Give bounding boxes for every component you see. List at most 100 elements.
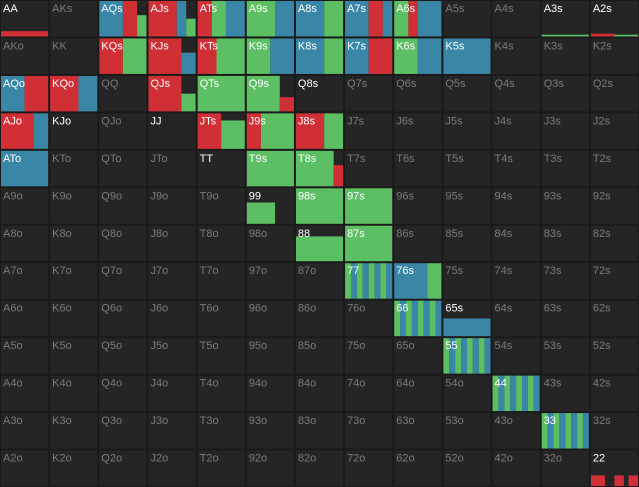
cell[interactable] <box>98 337 148 375</box>
cell[interactable] <box>147 299 197 338</box>
cell[interactable] <box>245 449 295 487</box>
cell[interactable] <box>491 37 541 75</box>
cell[interactable] <box>540 149 590 188</box>
cell[interactable] <box>540 337 590 375</box>
cell[interactable] <box>0 299 50 338</box>
cell[interactable] <box>442 224 492 263</box>
cell[interactable] <box>344 112 394 150</box>
cell[interactable] <box>49 112 99 150</box>
cell[interactable] <box>245 374 295 413</box>
cell[interactable] <box>442 374 492 413</box>
cell[interactable] <box>442 149 492 188</box>
cell[interactable] <box>196 187 246 225</box>
cell[interactable] <box>49 262 99 300</box>
cell[interactable] <box>0 337 50 375</box>
cell[interactable] <box>442 449 492 487</box>
cell[interactable] <box>442 262 492 300</box>
cell[interactable] <box>589 374 639 413</box>
cell[interactable] <box>196 299 246 338</box>
cell[interactable] <box>393 74 443 113</box>
cell[interactable] <box>245 412 295 450</box>
cell[interactable] <box>49 299 99 338</box>
cell[interactable] <box>0 187 50 225</box>
cell[interactable] <box>98 74 148 113</box>
cell[interactable] <box>393 412 443 450</box>
cell[interactable] <box>0 449 50 487</box>
cell[interactable] <box>442 74 492 113</box>
cell[interactable] <box>344 149 394 188</box>
cell[interactable] <box>294 299 345 338</box>
cell[interactable] <box>344 412 394 450</box>
cell[interactable] <box>147 149 197 188</box>
cell[interactable] <box>393 149 443 188</box>
cell[interactable] <box>540 299 590 338</box>
cell[interactable] <box>393 337 443 375</box>
cell[interactable] <box>245 262 295 300</box>
cell[interactable] <box>589 187 639 225</box>
cell[interactable] <box>0 37 50 75</box>
cell[interactable] <box>393 187 443 225</box>
cell[interactable] <box>540 0 590 38</box>
cell[interactable] <box>49 412 99 450</box>
cell[interactable] <box>491 187 541 225</box>
cell[interactable] <box>196 337 246 375</box>
cell[interactable] <box>49 374 99 413</box>
cell[interactable] <box>49 149 99 188</box>
cell[interactable] <box>589 224 639 263</box>
cell[interactable] <box>147 374 197 413</box>
cell[interactable] <box>344 449 394 487</box>
cell[interactable] <box>0 0 50 38</box>
cell[interactable] <box>344 374 394 413</box>
cell[interactable] <box>196 374 246 413</box>
cell[interactable] <box>0 412 50 450</box>
cell[interactable] <box>49 37 99 75</box>
cell[interactable] <box>442 112 492 150</box>
cell[interactable] <box>196 149 246 188</box>
cell[interactable] <box>491 224 541 263</box>
cell[interactable] <box>0 374 50 413</box>
cell[interactable] <box>344 337 394 375</box>
cell[interactable] <box>344 74 394 113</box>
cell[interactable] <box>442 0 492 38</box>
cell[interactable] <box>147 224 197 263</box>
cell[interactable] <box>98 112 148 150</box>
cell[interactable] <box>540 74 590 113</box>
cell[interactable] <box>442 412 492 450</box>
cell[interactable] <box>98 412 148 450</box>
cell[interactable] <box>589 412 639 450</box>
cell[interactable] <box>294 74 345 113</box>
cell[interactable] <box>147 337 197 375</box>
cell[interactable] <box>147 187 197 225</box>
cell[interactable] <box>393 224 443 263</box>
cell[interactable] <box>49 187 99 225</box>
cell[interactable] <box>98 224 148 263</box>
cell[interactable] <box>98 187 148 225</box>
cell[interactable] <box>393 112 443 150</box>
cell[interactable] <box>540 224 590 263</box>
cell[interactable] <box>589 37 639 75</box>
cell[interactable] <box>540 112 590 150</box>
cell[interactable] <box>589 0 639 38</box>
cell[interactable] <box>540 374 590 413</box>
cell[interactable] <box>491 74 541 113</box>
cell[interactable] <box>294 374 345 413</box>
cell[interactable] <box>540 449 590 487</box>
cell[interactable] <box>491 449 541 487</box>
cell[interactable] <box>294 337 345 375</box>
cell[interactable] <box>491 149 541 188</box>
cell[interactable] <box>49 0 99 38</box>
cell[interactable] <box>589 262 639 300</box>
cell[interactable] <box>49 224 99 263</box>
cell[interactable] <box>147 262 197 300</box>
cell[interactable] <box>98 262 148 300</box>
cell[interactable] <box>196 224 246 263</box>
cell[interactable] <box>491 299 541 338</box>
cell[interactable] <box>49 449 99 487</box>
cell[interactable] <box>589 337 639 375</box>
cell[interactable] <box>589 299 639 338</box>
cell[interactable] <box>196 449 246 487</box>
cell[interactable] <box>294 412 345 450</box>
cell[interactable] <box>589 112 639 150</box>
cell[interactable] <box>245 337 295 375</box>
cell[interactable] <box>442 187 492 225</box>
